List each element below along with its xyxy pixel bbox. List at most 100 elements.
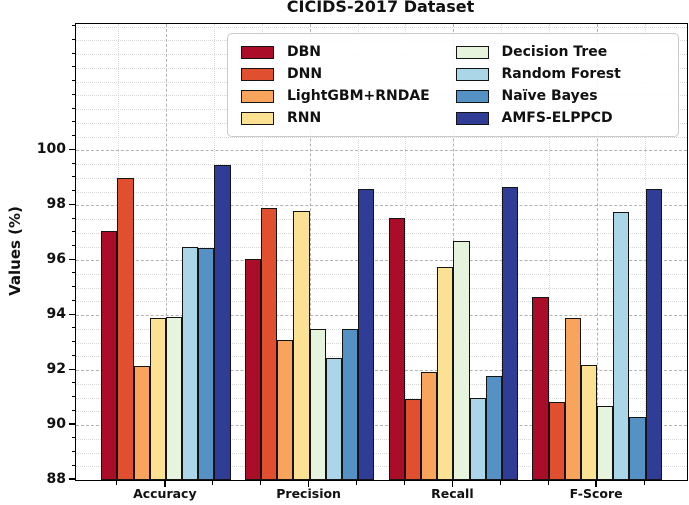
minor-gridline [76,287,687,289]
bar-lightgbm-rndae-accuracy [133,366,150,480]
y-minor-tick [71,93,75,95]
minor-gridline [76,356,687,358]
y-minor-tick [71,451,75,453]
bar-dnn-accuracy [117,177,134,480]
legend-item-dbn: DBN [241,44,456,60]
bar-decision-tree-precision [309,328,326,480]
legend-item-amfs-elppcd: AMFS-ELPPCD [455,110,671,126]
legend-label: DNN [287,66,323,82]
y-minor-tick [71,52,75,54]
bar-lightgbm-rndae-recall [421,371,438,480]
bar-na-ve-bayes-f-score [629,416,646,480]
minor-gridline [76,164,687,166]
legend-swatch-na-ve-bayes [455,89,489,103]
y-minor-tick [71,396,75,398]
y-minor-tick [71,217,75,219]
bar-dnn-precision [261,208,278,480]
legend-label: Decision Tree [501,44,608,60]
major-gridline [76,425,687,427]
y-minor-tick [71,121,75,123]
minor-gridline [405,24,407,480]
minor-gridline [76,136,687,138]
major-gridline [309,24,311,480]
major-gridline [76,260,687,262]
legend-swatch-dnn [241,67,274,81]
minor-gridline [549,24,551,480]
minor-gridline [76,191,687,193]
legend-item-lightgbm-rndae: LightGBM+RNDAE [241,88,456,104]
y-minor-tick [71,162,75,164]
y-major-tick [69,148,75,151]
x-minor-tick [547,480,549,485]
x-major-tick [595,480,597,487]
minor-gridline [76,328,687,330]
bar-dbn-f-score [532,297,549,480]
y-minor-tick [71,382,75,384]
y-tick-label: 98 [46,196,66,213]
y-minor-tick [71,190,75,192]
bar-decision-tree-accuracy [165,316,183,480]
legend-label: Naïve Bayes [501,88,598,104]
legend-item-na-ve-bayes: Naïve Bayes [455,88,671,104]
x-minor-tick [643,480,645,485]
minor-gridline [76,301,687,303]
legend-label: DBN [287,44,322,60]
x-tick-label-accuracy: Accuracy [133,486,197,501]
bar-amfs-elppcd-f-score [645,188,662,480]
y-minor-tick [71,272,75,274]
minor-gridline [76,273,687,275]
y-minor-tick [71,107,75,109]
minor-gridline [76,232,687,234]
major-gridline [76,150,687,152]
legend-item-dnn: DNN [241,66,456,82]
y-minor-tick [71,464,75,466]
minor-gridline [76,452,687,454]
bar-dbn-precision [244,258,262,480]
chart-title: CICIDS-2017 Dataset [286,0,475,16]
legend-item-decision-tree: Decision Tree [455,44,671,60]
y-minor-tick [71,327,75,329]
bar-decision-tree-f-score [597,405,614,480]
minor-gridline [76,342,687,344]
y-major-tick [69,258,75,261]
y-major-tick [69,313,75,315]
y-major-tick [69,203,75,206]
minor-gridline [76,466,687,468]
y-minor-tick [71,354,75,356]
bar-dnn-recall [404,398,422,480]
bar-random-forest-precision [325,357,342,480]
bar-rnn-f-score [580,364,598,480]
x-major-tick [451,480,454,487]
plot-area: DBN DNN LightGBM+RNDAE RNN Decision Tree Rand… [75,23,688,481]
bar-rnn-recall [437,267,454,480]
minor-gridline [501,24,503,480]
y-tick-label: 90 [46,416,66,433]
bar-na-ve-bayes-accuracy [198,247,215,480]
legend-swatch-dbn [241,45,274,59]
x-major-tick [164,480,166,487]
x-tick-label-precision: Precision [276,486,341,501]
bar-rnn-precision [293,210,310,480]
minor-gridline [76,219,687,221]
x-minor-tick [403,480,405,485]
y-minor-tick [71,25,75,27]
legend-swatch-decision-tree [455,45,489,59]
bar-decision-tree-recall [453,241,470,480]
legend-label: LightGBM+RNDAE [287,88,430,104]
legend-item-random-forest: Random Forest [455,66,671,82]
y-minor-tick [71,66,75,68]
bar-random-forest-recall [469,397,486,480]
y-minor-tick [71,299,75,301]
legend: DBN DNN LightGBM+RNDAE RNN Decision Tree Rand… [227,33,679,137]
y-minor-tick [71,80,75,82]
minor-gridline [357,24,359,480]
legend-swatch-random-forest [455,67,489,81]
y-minor-tick [71,286,75,288]
x-minor-tick [212,480,214,485]
legend-label: Random Forest [501,66,621,82]
y-minor-tick [71,409,75,411]
y-major-tick [69,368,75,370]
x-major-tick [307,480,310,487]
minor-gridline [76,383,687,385]
y-major-tick [69,478,75,480]
